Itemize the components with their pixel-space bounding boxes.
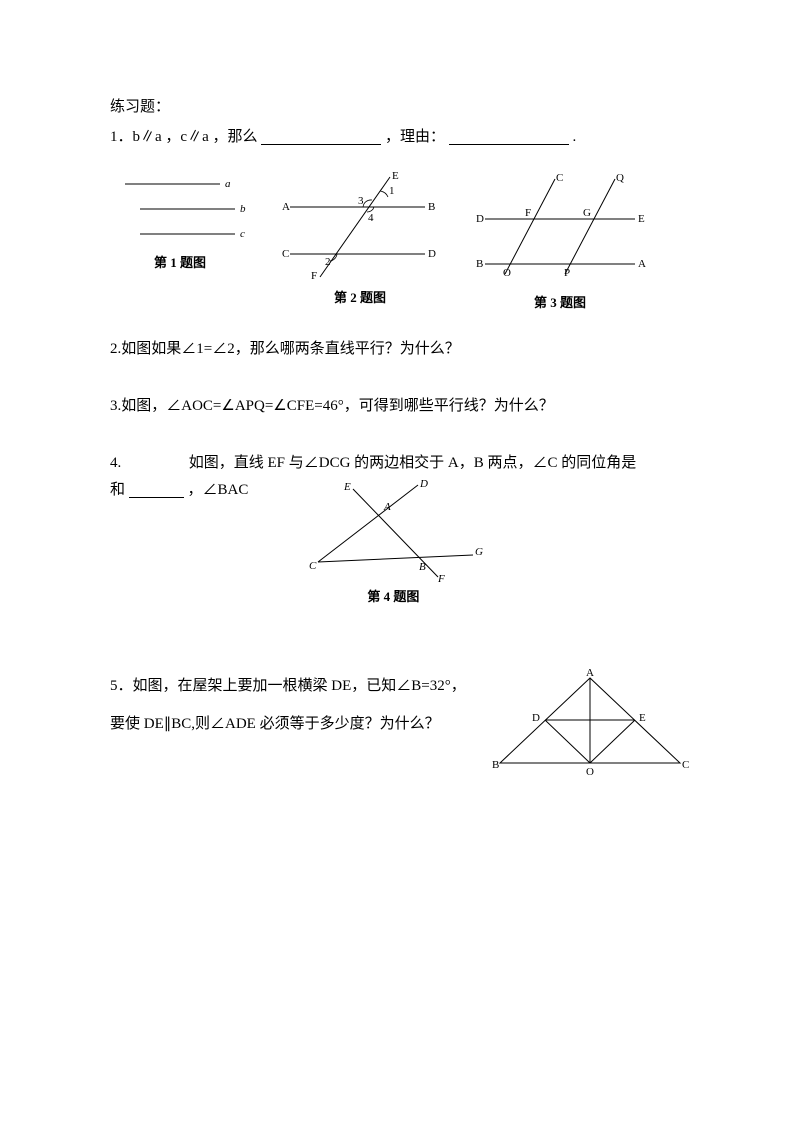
fig4-F: F <box>437 573 445 582</box>
fig1-label-a: a <box>225 178 231 190</box>
fig3-P: P <box>564 267 570 279</box>
fig2-4: 4 <box>368 212 374 224</box>
fig4-E: E <box>343 481 351 493</box>
figures-row-1: a b c 第 1 题图 A B C D E F 1 3 4 2 <box>110 169 690 311</box>
figure-4-label: 第 4 题图 <box>367 585 419 608</box>
q4-blank <box>129 482 184 498</box>
fig2-F: F <box>311 270 317 282</box>
fig5-D: D <box>532 712 540 724</box>
q5-line1: 5．如图，在屋架上要加一根横梁 DE，已知∠B=32°， <box>110 668 490 706</box>
fig3-A: A <box>638 258 646 270</box>
fig2-B: B <box>428 201 435 213</box>
fig2-D: D <box>428 248 436 260</box>
q4-line2-prefix: 和 <box>110 482 125 498</box>
fig1-label-c: c <box>240 228 245 240</box>
figure-5-svg: A B C D E O <box>490 668 690 778</box>
fig5-C: C <box>682 759 689 771</box>
fig3-O: O <box>503 267 511 279</box>
fig3-C: C <box>556 172 563 184</box>
question-1: 1．b∥a ，c∥a ，那么 ，理由： . <box>110 124 690 151</box>
figure-3-label: 第 3 题图 <box>534 292 586 311</box>
fig2-E: E <box>392 170 399 182</box>
fig1-label-b: b <box>240 203 246 215</box>
fig2-3: 3 <box>358 195 364 207</box>
fig4-G: G <box>475 546 483 558</box>
question-4: 4. 如图，直线 EF 与∠DCG 的两边相交于 A，B 两点，∠C 的同位角是… <box>110 450 690 608</box>
q1-mid: ，理由： <box>385 129 445 145</box>
fig5-B: B <box>492 759 499 771</box>
q1-end: . <box>573 129 577 145</box>
figure-4-container: C G D E F A B 第 4 题图 <box>298 477 488 608</box>
figure-1-label: 第 1 题图 <box>154 252 206 271</box>
figure-3-svg: D E B A C O Q P F G <box>470 169 650 289</box>
fig4-A: A <box>383 501 391 513</box>
fig5-A: A <box>586 668 594 679</box>
q1-blank2 <box>449 129 569 145</box>
fig2-1: 1 <box>389 185 395 197</box>
figure-1-container: a b c 第 1 题图 <box>110 169 250 271</box>
figure-4-svg: C G D E F A B <box>298 477 488 582</box>
figure-1-svg: a b c <box>110 169 250 249</box>
fig5-O: O <box>586 766 594 778</box>
q4-prefix: 4. <box>110 455 121 471</box>
fig2-C: C <box>282 248 289 260</box>
fig2-2: 2 <box>325 256 331 268</box>
fig3-G: G <box>583 207 591 219</box>
figure-2-container: A B C D E F 1 3 4 2 第 2 题图 <box>270 169 450 306</box>
fig4-C: C <box>309 560 317 572</box>
fig3-F: F <box>525 207 531 219</box>
fig3-E: E <box>638 213 645 225</box>
fig4-D: D <box>419 478 428 490</box>
question-2: 2.如图如果∠1=∠2，那么哪两条直线平行？为什么？ <box>110 336 690 363</box>
figure-3-container: D E B A C O Q P F G 第 3 题图 <box>470 169 650 311</box>
fig4-B: B <box>419 561 426 573</box>
q4-line2-mid: ，∠BAC <box>188 482 249 498</box>
fig3-B: B <box>476 258 483 270</box>
figure-5-container: A B C D E O <box>490 668 690 783</box>
exercises-title: 练习题： <box>110 95 690 116</box>
q1-prefix: 1．b∥a ，c∥a ，那么 <box>110 129 257 145</box>
q5-line2: 要使 DE∥BC,则∠ADE 必须等于多少度？为什么？ <box>110 706 490 744</box>
q4-main: 如图，直线 EF 与∠DCG 的两边相交于 A，B 两点，∠C 的同位角是 <box>189 455 637 471</box>
question-3: 3.如图，∠AOC=∠APQ=∠CFE=46°，可得到哪些平行线？为什么？ <box>110 393 690 420</box>
fig3-Q: Q <box>616 172 624 184</box>
q1-blank1 <box>261 129 381 145</box>
figure-2-svg: A B C D E F 1 3 4 2 <box>270 169 450 284</box>
figure-2-label: 第 2 题图 <box>334 287 386 306</box>
question-5: 5．如图，在屋架上要加一根横梁 DE，已知∠B=32°， 要使 DE∥BC,则∠… <box>110 668 690 783</box>
fig3-D: D <box>476 213 484 225</box>
fig2-A: A <box>282 201 290 213</box>
fig5-E: E <box>639 712 646 724</box>
